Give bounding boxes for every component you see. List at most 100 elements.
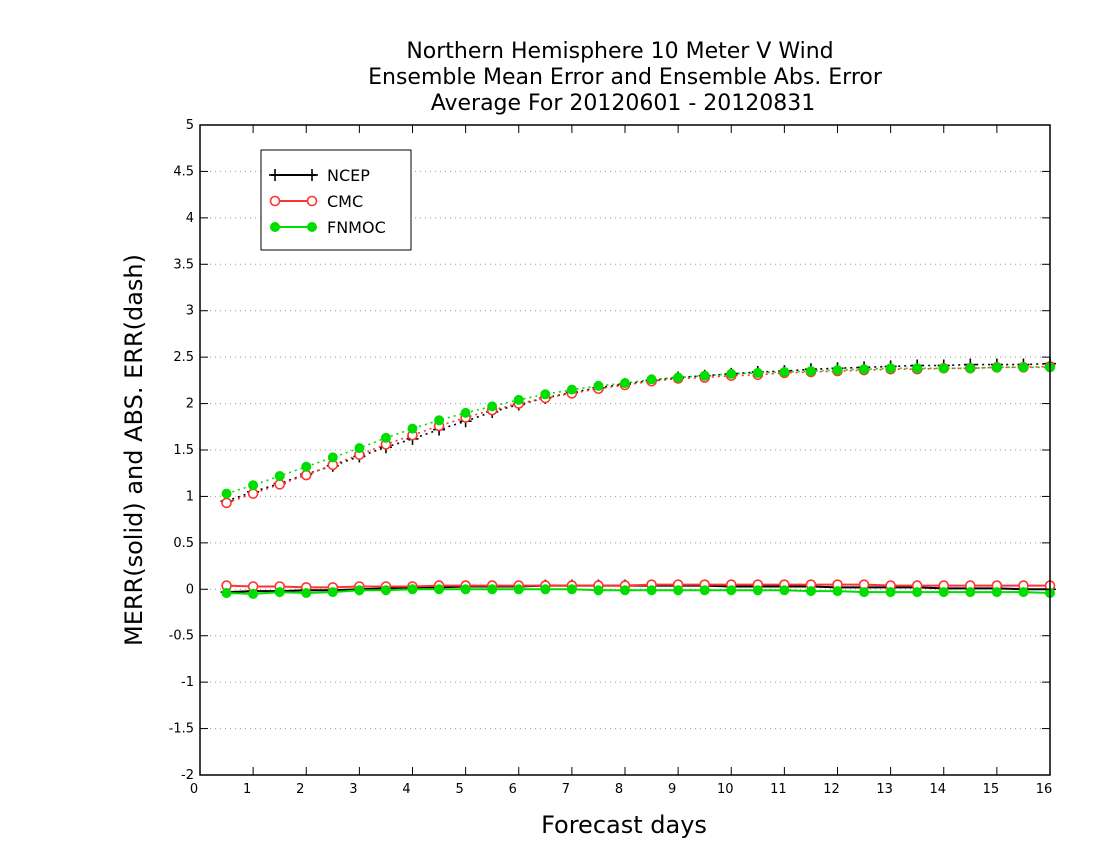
legend: NCEP CMC FNMOC <box>260 149 412 251</box>
data-point-fnmoc-mean-error <box>912 587 923 598</box>
data-point-fnmoc-mean-error <box>327 587 338 598</box>
data-point-fnmoc-abs-error <box>673 372 684 383</box>
legend-label-fnmoc: FNMOC <box>327 218 386 237</box>
data-point-cmc-abs-error <box>274 479 285 490</box>
series-fnmoc <box>221 362 1055 599</box>
x-tick-label: 7 <box>562 782 570 797</box>
x-tick-label: 10 <box>717 782 734 797</box>
data-point-fnmoc-mean-error <box>965 587 976 598</box>
x-tick-label: 3 <box>349 782 357 797</box>
data-point-fnmoc-abs-error <box>221 488 232 499</box>
series-line-fnmoc-abs-error <box>226 366 1050 495</box>
data-point-fnmoc-abs-error <box>726 368 737 379</box>
y-tick-label: 3.5 <box>173 257 194 272</box>
data-point-fnmoc-abs-error <box>938 363 949 374</box>
y-tick-label: 0.5 <box>173 536 194 551</box>
legend-marker <box>306 195 318 207</box>
data-point-fnmoc-abs-error <box>460 407 471 418</box>
data-point-fnmoc-abs-error <box>779 367 790 377</box>
x-tick-label: 12 <box>823 782 840 797</box>
x-tick-label: 8 <box>615 782 623 797</box>
data-point-fnmoc-mean-error <box>885 587 896 598</box>
data-point-fnmoc-abs-error <box>832 365 843 376</box>
data-point-fnmoc-mean-error <box>752 585 763 596</box>
data-point-fnmoc-abs-error <box>407 423 418 434</box>
data-point-fnmoc-mean-error <box>540 584 551 595</box>
legend-label-ncep: NCEP <box>327 166 370 185</box>
legend-label-cmc: CMC <box>327 192 363 211</box>
data-point-fnmoc-mean-error <box>274 587 285 598</box>
y-tick-label: -2 <box>181 768 194 783</box>
data-point-fnmoc-abs-error <box>327 452 338 463</box>
legend-marker <box>307 222 317 232</box>
series-cmc <box>221 361 1056 593</box>
data-point-fnmoc-mean-error <box>460 584 471 595</box>
data-point-fnmoc-mean-error <box>1018 587 1029 598</box>
chart-title: Northern Hemisphere 10 Meter V Wind Ense… <box>368 39 883 116</box>
data-point-fnmoc-abs-error <box>859 364 870 375</box>
data-point-fnmoc-mean-error <box>566 584 577 595</box>
data-point-fnmoc-mean-error <box>805 586 816 597</box>
data-point-fnmoc-mean-error <box>248 588 259 599</box>
data-point-fnmoc-mean-error <box>938 587 949 598</box>
chart-title-line-2: Ensemble Mean Error and Ensemble Abs. Er… <box>368 65 883 90</box>
data-point-fnmoc-mean-error <box>380 585 391 596</box>
data-point-fnmoc-abs-error <box>301 461 312 472</box>
data-point-fnmoc-mean-error <box>859 587 870 598</box>
data-point-fnmoc-mean-error <box>487 584 498 595</box>
series-ncep <box>220 357 1056 599</box>
data-point-fnmoc-mean-error <box>407 584 418 595</box>
data-point-fnmoc-mean-error <box>673 585 684 596</box>
x-tick-label: 11 <box>770 782 787 797</box>
data-point-fnmoc-abs-error <box>885 363 896 374</box>
series-line-fnmoc-mean-error <box>226 588 1051 595</box>
x-tick-label: 2 <box>296 782 304 797</box>
data-series <box>220 357 1056 599</box>
data-point-fnmoc-mean-error <box>513 584 524 595</box>
legend-entry-ncep: NCEP <box>269 166 370 185</box>
data-point-cmc-abs-error <box>247 488 259 499</box>
data-point-fnmoc-abs-error <box>965 363 976 374</box>
data-point-fnmoc-abs-error <box>593 380 604 391</box>
data-point-fnmoc-mean-error <box>354 585 365 596</box>
x-tick-label: 0 <box>190 782 198 797</box>
legend-marker <box>270 222 280 232</box>
x-axis-label: Forecast days <box>541 811 707 839</box>
data-point-fnmoc-abs-error <box>752 367 763 378</box>
grid-lines <box>200 170 1050 730</box>
data-point-fnmoc-abs-error <box>487 401 498 412</box>
data-point-fnmoc-abs-error <box>699 370 710 381</box>
data-point-fnmoc-mean-error <box>832 586 843 597</box>
y-tick-label: 2 <box>186 397 194 412</box>
data-point-fnmoc-abs-error <box>566 384 577 395</box>
series-line-ncep-abs-error <box>226 362 1051 502</box>
series-line-cmc-abs-error <box>226 365 1051 504</box>
data-point-fnmoc-mean-error <box>699 585 710 596</box>
y-tick-label: 2.5 <box>173 350 194 365</box>
legend-marker <box>269 195 281 207</box>
y-tick-label: 1.5 <box>173 443 194 458</box>
y-tick-label: 1 <box>186 489 194 504</box>
y-tick-label: -0.5 <box>169 629 194 644</box>
data-point-fnmoc-abs-error <box>1018 362 1029 373</box>
x-tick-label: 14 <box>929 782 946 797</box>
data-point-fnmoc-abs-error <box>912 363 923 374</box>
data-point-fnmoc-abs-error <box>434 415 445 426</box>
x-tick-label: 6 <box>509 782 517 797</box>
data-point-fnmoc-mean-error <box>779 585 790 596</box>
x-tick-label: 13 <box>876 782 893 797</box>
data-point-cmc-abs-error <box>300 469 312 481</box>
y-tick-label: 4.5 <box>173 164 194 179</box>
y-tick-label: -1.5 <box>169 722 194 737</box>
data-point-fnmoc-mean-error <box>301 588 312 598</box>
legend-entry-fnmoc: FNMOC <box>270 218 386 237</box>
data-point-fnmoc-abs-error <box>805 366 816 377</box>
data-point-fnmoc-abs-error <box>540 389 551 400</box>
legend-marker <box>269 169 281 181</box>
x-tick-label: 9 <box>668 782 676 797</box>
data-point-fnmoc-mean-error <box>646 585 657 596</box>
data-point-fnmoc-abs-error <box>646 374 657 385</box>
legend-entry-cmc: CMC <box>269 192 363 211</box>
data-point-fnmoc-abs-error <box>274 471 285 481</box>
